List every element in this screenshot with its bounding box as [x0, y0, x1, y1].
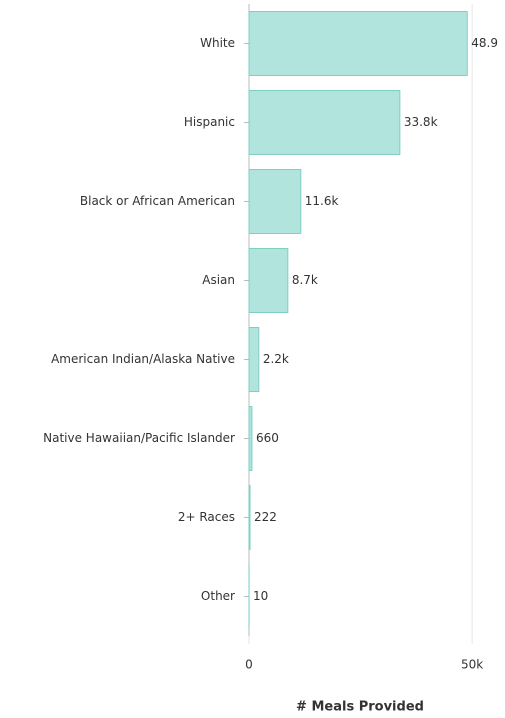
bar: [248, 485, 251, 550]
y-tick-label: Hispanic: [184, 115, 235, 129]
bar: [248, 11, 468, 76]
y-tick-label: Native Hawaiian/Pacific Islander: [43, 431, 235, 445]
y-tick-label: Asian: [202, 273, 235, 287]
value-label: 33.8k: [404, 115, 438, 129]
value-label: 11.6k: [305, 194, 339, 208]
value-label: 2.2k: [263, 352, 289, 366]
x-tick-label: 0: [245, 658, 253, 672]
y-tick-label: Other: [201, 589, 235, 603]
bar: [248, 90, 401, 155]
x-axis-label: # Meals Provided: [296, 700, 424, 715]
bar: [248, 248, 289, 313]
value-label: 48.9: [471, 36, 498, 50]
y-tick-label: White: [200, 36, 235, 50]
bar: [248, 169, 302, 234]
bar: [248, 327, 260, 392]
y-tick-label: 2+ Races: [178, 510, 235, 524]
x-tick-label: 50k: [461, 658, 483, 672]
bar: [248, 406, 253, 471]
value-label: 8.7k: [292, 273, 318, 287]
value-label: 660: [256, 431, 279, 445]
value-label: 222: [254, 510, 277, 524]
y-tick-label: Black or African American: [80, 194, 235, 208]
y-tick-label: American Indian/Alaska Native: [51, 352, 235, 366]
value-label: 10: [253, 589, 268, 603]
